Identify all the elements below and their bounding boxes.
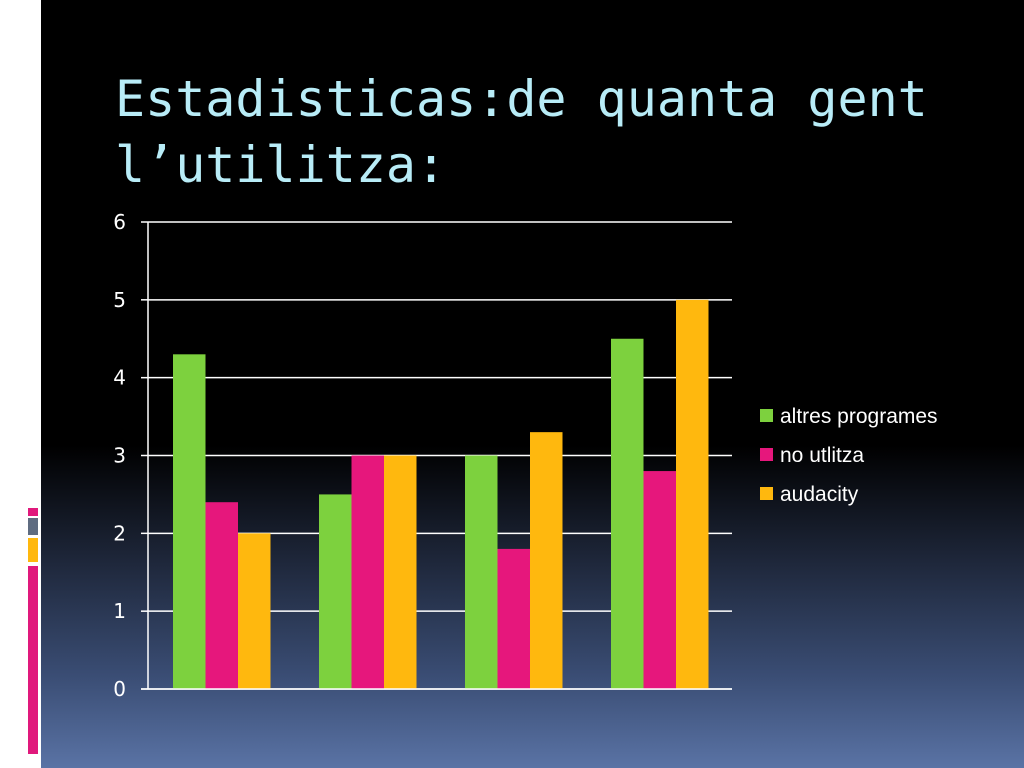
bar-audacity-3 [530, 432, 563, 689]
y-tick-label: 6 [113, 210, 126, 234]
legend-label: audacity [780, 483, 859, 506]
bar-audacity-1 [238, 533, 271, 689]
y-tick-labels: 0 1 2 3 4 5 6 [113, 210, 126, 701]
legend-label: no utlitza [780, 444, 864, 467]
bar-no-utlitza-4 [643, 471, 676, 689]
bar-altres-programes-1 [173, 354, 206, 689]
legend-label: altres programes [780, 405, 938, 428]
axes [141, 221, 732, 690]
legend-swatch [760, 448, 773, 461]
slide-title: Estadisticas:de quanta gent l’utilitza: [115, 70, 928, 194]
bar-audacity-4 [676, 299, 709, 689]
bar-no-utlitza-2 [351, 455, 384, 689]
bar-audacity-2 [384, 455, 417, 689]
y-tick-label: 4 [113, 366, 126, 390]
accent-block-pink-small [28, 508, 38, 516]
bar-no-utlitza-3 [497, 548, 530, 689]
bar-altres-programes-2 [319, 494, 352, 689]
bar-altres-programes-4 [611, 338, 644, 689]
bar-no-utlitza-1 [205, 502, 238, 689]
y-tick-label: 0 [113, 677, 126, 701]
y-tick-label: 1 [113, 599, 126, 623]
bar-altres-programes-3 [465, 455, 498, 689]
accent-block-gray [28, 518, 38, 535]
legend-swatch [760, 487, 773, 500]
bars [173, 299, 709, 689]
accent-block-yellow [28, 538, 38, 562]
accent-block-pink-tall [28, 566, 38, 754]
legend: altres programes no utlitza audacity [760, 405, 938, 506]
legend-swatch [760, 409, 773, 422]
y-tick-label: 2 [113, 521, 126, 545]
y-tick-label: 5 [113, 288, 126, 312]
y-tick-label: 3 [113, 444, 126, 468]
